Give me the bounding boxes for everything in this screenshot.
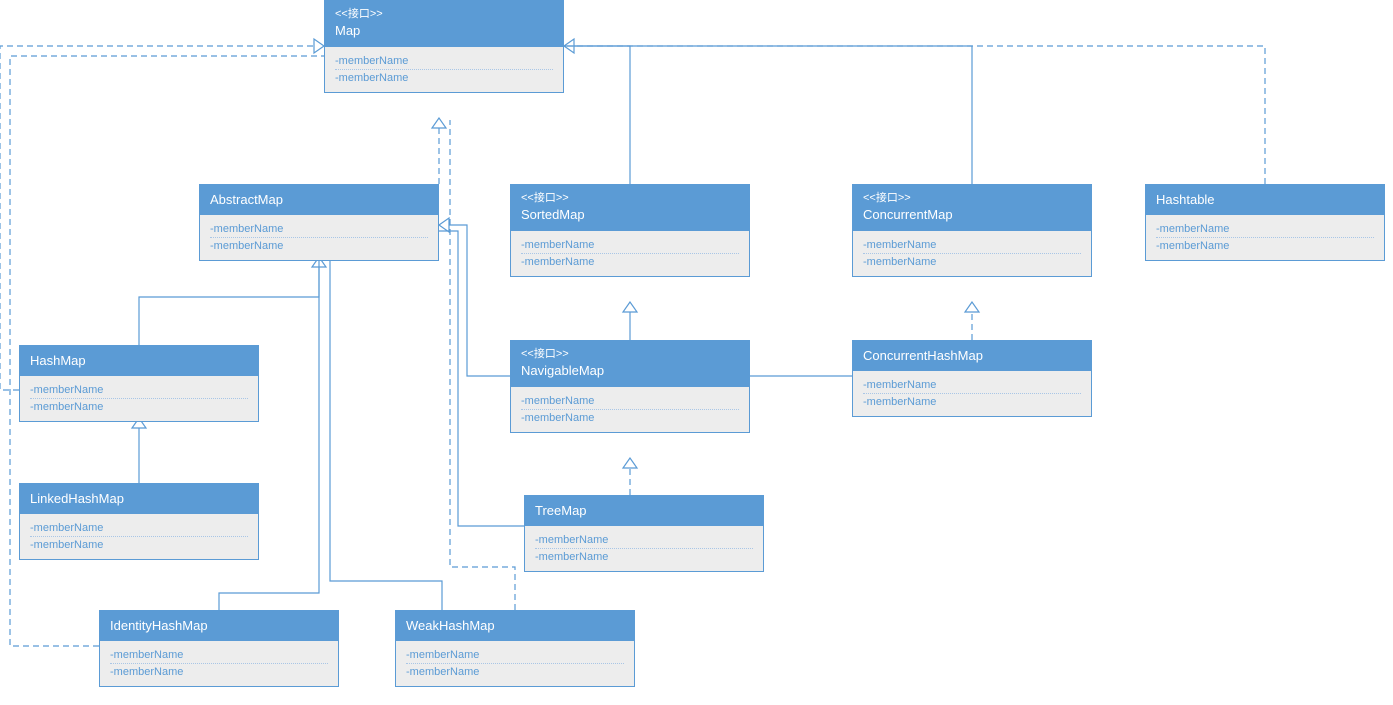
- uml-member: -memberName: [30, 520, 248, 537]
- uml-stereotype: <<接口>>: [521, 191, 739, 206]
- uml-class-header: LinkedHashMap: [20, 484, 258, 514]
- uml-class-header: WeakHashMap: [396, 611, 634, 641]
- uml-class-AbstractMap[interactable]: AbstractMap -memberName-memberName: [199, 184, 439, 261]
- uml-class-name: LinkedHashMap: [30, 490, 248, 508]
- uml-member: -memberName: [30, 399, 248, 415]
- uml-class-members: -memberName-memberName: [200, 215, 438, 260]
- uml-arrowhead-icon: [439, 218, 449, 232]
- uml-edge-SortedMap-to-Map: [564, 46, 630, 184]
- uml-class-members: -memberName-memberName: [20, 514, 258, 559]
- uml-stereotype: <<接口>>: [863, 191, 1081, 206]
- uml-class-members: -memberName-memberName: [853, 371, 1091, 416]
- uml-class-name: ConcurrentHashMap: [863, 347, 1081, 365]
- uml-class-LinkedHashMap[interactable]: LinkedHashMap -memberName-memberName: [19, 483, 259, 560]
- uml-member: -memberName: [110, 647, 328, 664]
- uml-class-header: <<接口>>Map: [325, 1, 563, 47]
- uml-class-header: IdentityHashMap: [100, 611, 338, 641]
- uml-member: -memberName: [521, 254, 739, 270]
- uml-arrowhead-icon: [432, 118, 446, 128]
- uml-class-WeakHashMap[interactable]: WeakHashMap -memberName-memberName: [395, 610, 635, 687]
- uml-member: -memberName: [863, 254, 1081, 270]
- uml-member: -memberName: [335, 53, 553, 70]
- uml-class-ConcurrentHashMap[interactable]: ConcurrentHashMap -memberName-memberName: [852, 340, 1092, 417]
- uml-class-Map[interactable]: <<接口>>Map-memberName-memberName: [324, 0, 564, 93]
- uml-class-name: WeakHashMap: [406, 617, 624, 635]
- uml-member: -memberName: [210, 238, 428, 254]
- uml-class-name: HashMap: [30, 352, 248, 370]
- uml-stereotype: <<接口>>: [335, 7, 553, 22]
- uml-class-TreeMap[interactable]: TreeMap -memberName-memberName: [524, 495, 764, 572]
- uml-class-HashMap[interactable]: HashMap -memberName-memberName: [19, 345, 259, 422]
- uml-member: -memberName: [406, 664, 624, 680]
- uml-member: -memberName: [335, 70, 553, 86]
- uml-class-IdentityHashMap[interactable]: IdentityHashMap -memberName-memberName: [99, 610, 339, 687]
- uml-member: -memberName: [863, 394, 1081, 410]
- uml-class-name: NavigableMap: [521, 362, 739, 380]
- uml-class-header: Hashtable: [1146, 185, 1384, 215]
- uml-arrowhead-icon: [965, 302, 979, 312]
- uml-class-name: Hashtable: [1156, 191, 1374, 209]
- uml-edge-Hashtable-to-Map: [564, 46, 1265, 184]
- uml-edge-ConcurrentMap-to-Map: [564, 46, 972, 184]
- uml-class-members: -memberName-memberName: [511, 231, 749, 276]
- uml-class-name: IdentityHashMap: [110, 617, 328, 635]
- uml-class-members: -memberName-memberName: [511, 387, 749, 432]
- uml-class-members: -memberName-memberName: [853, 231, 1091, 276]
- uml-class-name: ConcurrentMap: [863, 206, 1081, 224]
- uml-class-name: SortedMap: [521, 206, 739, 224]
- uml-edge-WeakHashMap-to-AbstractMap: [330, 257, 442, 610]
- uml-class-NavigableMap[interactable]: <<接口>>NavigableMap-memberName-memberName: [510, 340, 750, 433]
- uml-class-name: Map: [335, 22, 553, 40]
- uml-stereotype: <<接口>>: [521, 347, 739, 362]
- uml-class-members: -memberName-memberName: [525, 526, 763, 571]
- uml-class-name: TreeMap: [535, 502, 753, 520]
- uml-member: -memberName: [210, 221, 428, 238]
- uml-class-Hashtable[interactable]: Hashtable -memberName-memberName: [1145, 184, 1385, 261]
- uml-class-header: <<接口>>SortedMap: [511, 185, 749, 231]
- uml-class-header: <<接口>>NavigableMap: [511, 341, 749, 387]
- uml-arrowhead-icon: [623, 302, 637, 312]
- uml-class-members: -memberName-memberName: [20, 376, 258, 421]
- uml-arrowhead-icon: [314, 39, 324, 53]
- uml-member: -memberName: [30, 537, 248, 553]
- uml-member: -memberName: [863, 377, 1081, 394]
- uml-class-header: <<接口>>ConcurrentMap: [853, 185, 1091, 231]
- uml-class-members: -memberName-memberName: [325, 47, 563, 92]
- uml-member: -memberName: [535, 549, 753, 565]
- uml-class-SortedMap[interactable]: <<接口>>SortedMap-memberName-memberName: [510, 184, 750, 277]
- uml-member: -memberName: [521, 237, 739, 254]
- uml-class-header: ConcurrentHashMap: [853, 341, 1091, 371]
- uml-member: -memberName: [535, 532, 753, 549]
- uml-arrowhead-icon: [564, 39, 574, 53]
- uml-member: -memberName: [406, 647, 624, 664]
- uml-member: -memberName: [1156, 221, 1374, 238]
- uml-class-members: -memberName-memberName: [396, 641, 634, 686]
- uml-class-members: -memberName-memberName: [1146, 215, 1384, 260]
- uml-class-members: -memberName-memberName: [100, 641, 338, 686]
- uml-member: -memberName: [30, 382, 248, 399]
- uml-class-header: TreeMap: [525, 496, 763, 526]
- uml-edge-HashMap-to-AbstractMap: [139, 257, 319, 345]
- uml-member: -memberName: [1156, 238, 1374, 254]
- uml-class-name: AbstractMap: [210, 191, 428, 209]
- uml-member: -memberName: [521, 393, 739, 410]
- uml-arrowhead-icon: [623, 458, 637, 468]
- uml-member: -memberName: [110, 664, 328, 680]
- uml-member: -memberName: [521, 410, 739, 426]
- uml-member: -memberName: [863, 237, 1081, 254]
- uml-class-header: HashMap: [20, 346, 258, 376]
- uml-class-ConcurrentMap[interactable]: <<接口>>ConcurrentMap-memberName-memberNam…: [852, 184, 1092, 277]
- uml-edge-WeakHashMap-to-Map: [450, 120, 515, 610]
- uml-class-header: AbstractMap: [200, 185, 438, 215]
